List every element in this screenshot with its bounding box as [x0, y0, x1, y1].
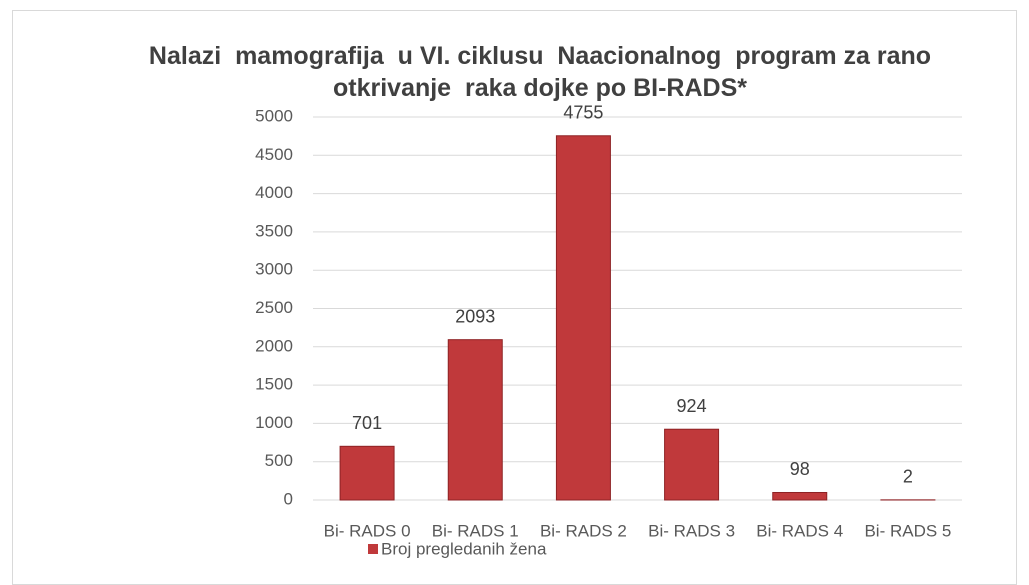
bar [773, 492, 827, 500]
bar [340, 446, 394, 500]
x-tick-label: Bi- RADS 3 [648, 521, 735, 540]
y-tick-label: 2500 [255, 298, 293, 317]
data-label: 4755 [563, 103, 603, 123]
x-tick-label: Bi- RADS 4 [756, 521, 843, 540]
chart-title: Nalazi mamografija u VI. ciklusu Naacion… [130, 40, 950, 104]
y-tick-label: 4500 [255, 145, 293, 164]
x-tick-label: Bi- RADS 0 [324, 521, 411, 540]
y-tick-label: 5000 [255, 106, 293, 125]
y-tick-label: 3500 [255, 221, 293, 240]
y-tick-label: 2000 [255, 336, 293, 355]
data-label: 701 [352, 413, 382, 433]
bar [556, 136, 610, 500]
y-tick-label: 1000 [255, 413, 293, 432]
y-tick-label: 4000 [255, 183, 293, 202]
legend-swatch [368, 544, 378, 554]
y-tick-label: 3000 [255, 260, 293, 279]
y-tick-label: 1500 [255, 375, 293, 394]
data-label: 2 [903, 467, 913, 487]
data-label: 2093 [455, 306, 495, 326]
y-tick-label: 500 [265, 451, 293, 470]
bar [665, 429, 719, 500]
x-tick-label: Bi- RADS 2 [540, 521, 627, 540]
data-label: 924 [677, 396, 707, 416]
x-tick-label: Bi- RADS 1 [432, 521, 519, 540]
legend-label: Broj pregledanih žena [381, 539, 547, 558]
x-tick-label: Bi- RADS 5 [864, 521, 951, 540]
data-label: 98 [790, 459, 810, 479]
y-tick-label: 0 [284, 489, 293, 508]
bar [448, 340, 502, 500]
